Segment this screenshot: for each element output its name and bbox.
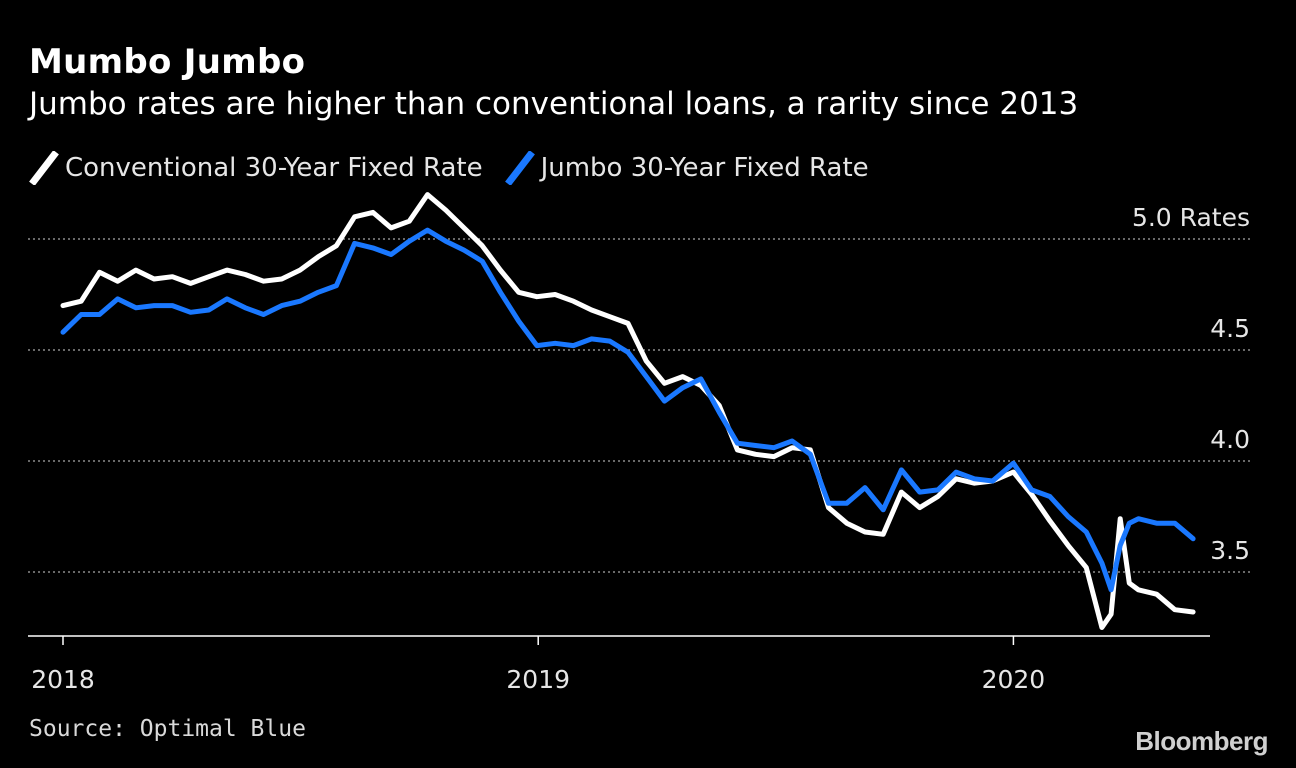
series-line-0 — [60, 192, 1196, 630]
chart-subtitle: Jumbo rates are higher than conventional… — [29, 86, 1079, 122]
x-tick-label-1: 2019 — [506, 665, 570, 694]
x-tick-label-2: 2020 — [982, 665, 1046, 694]
legend-swatch-conventional-line — [29, 151, 59, 185]
legend-swatch-jumbo — [504, 151, 535, 185]
legend-item-jumbo: Jumbo 30-Year Fixed Rate — [504, 151, 869, 185]
chart-legend: Conventional 30-Year Fixed Rate Jumbo 30… — [29, 150, 891, 186]
y-tick-label-1: 4.5 — [1210, 314, 1250, 343]
series-line-1 — [60, 227, 1196, 593]
y-tick-label-0: 5.0 Rates — [1132, 203, 1250, 232]
legend-label-jumbo: Jumbo 30-Year Fixed Rate — [540, 153, 869, 183]
legend-label-conventional: Conventional 30-Year Fixed Rate — [65, 153, 483, 183]
source-note: Source: Optimal Blue — [29, 716, 306, 742]
y-tick-label-2: 4.0 — [1210, 425, 1250, 454]
legend-swatch-conventional — [29, 151, 59, 185]
bloomberg-logo: Bloomberg — [1135, 726, 1268, 756]
y-tick-label-3: 3.5 — [1210, 536, 1250, 565]
legend-item-conventional: Conventional 30-Year Fixed Rate — [29, 151, 483, 185]
chart-title: Mumbo Jumbo — [29, 42, 306, 82]
x-tick-label-0: 2018 — [31, 665, 95, 694]
legend-swatch-jumbo-line — [504, 151, 535, 185]
